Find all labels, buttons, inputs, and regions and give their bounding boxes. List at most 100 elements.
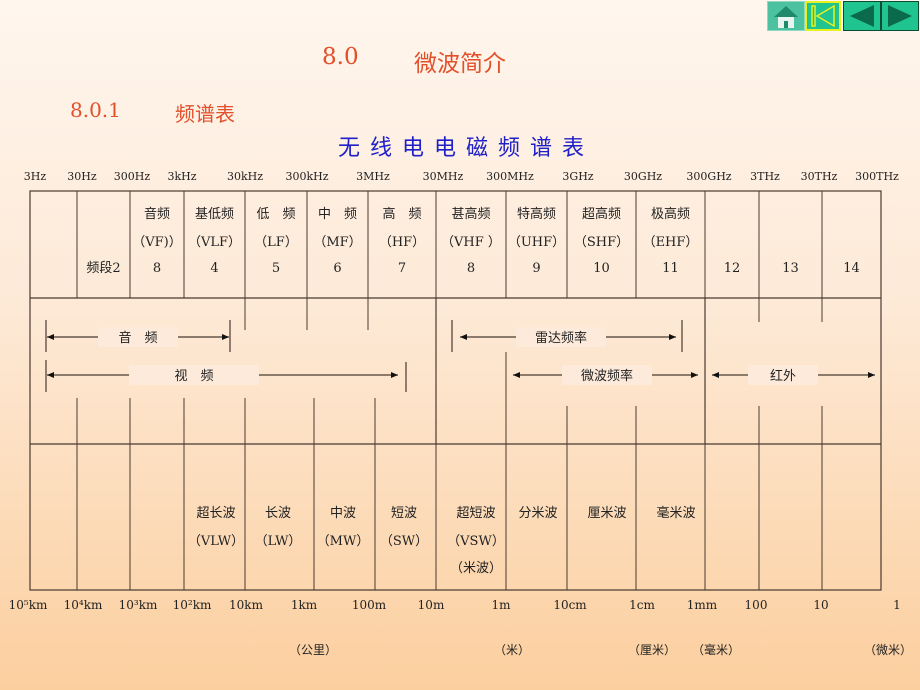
radar-label-bg — [516, 327, 606, 347]
table-border — [29, 190, 882, 591]
skip-first-icon — [811, 4, 835, 28]
band-name: 高 频 — [382, 206, 421, 222]
triangle-right-icon — [888, 5, 912, 27]
band-number: 6 — [333, 261, 341, 276]
wavelength-label: 10⁵km — [9, 598, 48, 612]
radar-label: 雷达频率 — [535, 330, 587, 346]
band-number: 8 — [153, 261, 161, 276]
band-name: 音频 — [144, 206, 170, 222]
band-number: 4 — [210, 261, 218, 276]
band-number: 11 — [662, 261, 679, 276]
band-abbr: （SHF） — [574, 235, 629, 250]
wave-abbr: （VLW） — [188, 534, 244, 549]
radar-arrow-right — [669, 334, 676, 340]
radar-arrow-left — [460, 334, 467, 340]
infrared-label-bg — [748, 365, 818, 385]
frequency-label: 30kHz — [227, 170, 263, 183]
band-abbr: （EHF） — [643, 235, 699, 250]
video-arrow-right — [391, 372, 398, 378]
wavelength-label: 1cm — [629, 598, 655, 612]
frequency-label: 3Hz — [24, 170, 47, 183]
band-number: 14 — [843, 261, 860, 276]
band-name: 超高频 — [582, 206, 621, 222]
audio-label-bg — [98, 327, 178, 347]
wavelength-label: 10cm — [553, 598, 587, 612]
wave-name: 短波 — [391, 506, 417, 521]
frequency-label: 30THz — [801, 170, 838, 183]
band-abbr: （VF)） — [132, 235, 181, 250]
band-abbr: （UHF） — [508, 235, 565, 250]
band-name: 极高频 — [651, 206, 690, 222]
frequency-label: 300kHz — [285, 170, 328, 183]
wavelength-label: 1km — [291, 598, 318, 612]
microwave-arrow-left — [513, 372, 520, 378]
band-abbr: （MF） — [313, 235, 361, 250]
band-number: 9 — [532, 261, 540, 276]
first-slide-button[interactable] — [805, 1, 841, 31]
frequency-label: 300GHz — [686, 170, 731, 183]
next-slide-button[interactable] — [881, 1, 919, 31]
frequency-label: 300THz — [855, 170, 899, 183]
band-abbr: （VHF ） — [441, 235, 501, 250]
infrared-arrow-left — [712, 372, 719, 378]
band-number: 10 — [593, 261, 610, 276]
wavelength-label: 1m — [491, 598, 511, 612]
wave-name: 长波 — [265, 506, 291, 521]
microwave-label: 微波频率 — [581, 368, 633, 384]
wavelength-label: 100 — [745, 598, 768, 612]
frequency-label: 3GHz — [562, 170, 593, 183]
wavelength-label: 10m — [418, 598, 445, 612]
video-label-bg — [129, 365, 259, 385]
frequency-label: 30GHz — [624, 170, 662, 183]
frequency-label: 300MHz — [486, 170, 534, 183]
band-name: 中 频 — [318, 207, 357, 222]
band-number: 7 — [398, 261, 406, 276]
heading-title: 微波简介 — [414, 51, 506, 77]
previous-slide-button[interactable] — [843, 1, 881, 31]
band-number: 5 — [272, 261, 280, 276]
wave-abbr: （SW） — [380, 534, 428, 549]
wavelength-label: 10⁴km — [64, 598, 103, 612]
unit-label: （米） — [494, 643, 530, 657]
wave-name: 超长波 — [196, 506, 235, 521]
unit-label: （毫米） — [692, 642, 740, 657]
wavelength-label: 10³km — [119, 598, 158, 612]
heading-number: 8.0 — [322, 44, 359, 70]
band-number: 13 — [782, 261, 799, 276]
wavelength-label: 10²km — [173, 598, 212, 612]
band-abbr: （HF） — [379, 235, 425, 250]
wave-name: 毫米波 — [656, 505, 695, 521]
home-button[interactable] — [767, 1, 805, 31]
wave-name: 分米波 — [518, 506, 557, 521]
audio-arrow-left — [47, 334, 54, 340]
audio-label: 音 频 — [118, 330, 157, 346]
wave-abbr: （VSW） — [447, 534, 505, 549]
band-number: 12 — [724, 261, 741, 276]
triangle-left-icon — [850, 5, 874, 27]
unit-label: （公里） — [289, 643, 337, 657]
band-name: 基低频 — [195, 207, 234, 222]
band-abbr: （VLF） — [188, 235, 241, 250]
frequency-label: 3MHz — [356, 170, 390, 183]
unit-label: （微米） — [864, 643, 912, 657]
wave-name: 厘米波 — [587, 506, 626, 521]
wave-name: 中波 — [330, 506, 356, 521]
audio-arrow-right — [222, 334, 229, 340]
frequency-label: 3THz — [750, 170, 780, 183]
video-arrow-left — [47, 372, 54, 378]
wave-abbr: （MW） — [317, 534, 370, 549]
wave-abbr: （LW） — [255, 534, 302, 549]
table-title: 无线电电磁频谱表 — [338, 136, 595, 161]
microwave-arrow-right — [691, 372, 698, 378]
wavelength-label: 10 — [813, 598, 828, 612]
infrared-arrow-right — [868, 372, 875, 378]
video-label: 视 频 — [174, 369, 213, 384]
band-name: 甚高频 — [451, 206, 490, 222]
wavelength-label: 10km — [229, 598, 264, 612]
wavelength-label: 100m — [352, 598, 387, 612]
wave-extra: （米波） — [450, 561, 502, 576]
subheading-number: 8.0.1 — [70, 98, 121, 122]
band-name: 特高频 — [517, 206, 556, 222]
band-abbr: （LF） — [254, 235, 298, 250]
